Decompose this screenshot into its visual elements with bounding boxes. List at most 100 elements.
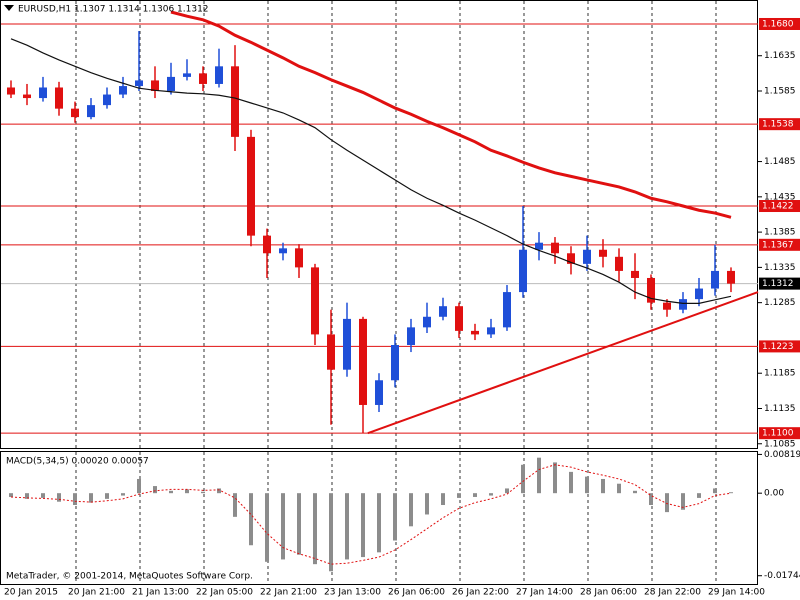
level-label: 1.1367 (762, 240, 794, 250)
candle-body (519, 249, 527, 293)
candle-body (583, 249, 591, 264)
candle-body (263, 235, 271, 254)
candle-body (647, 277, 655, 303)
x-tick-label: 22 Jan 05:00 (196, 588, 253, 598)
y-tick-label: 1.1335 (764, 263, 796, 273)
macd-bar (25, 493, 29, 499)
macd-panel-frame (0, 451, 758, 585)
footer: MetaTrader, © 2001-2014, MetaQuotes Soft… (6, 572, 253, 582)
candle-body (407, 327, 415, 345)
macd-bar (201, 491, 205, 494)
y-tick-label: 1.1385 (764, 228, 796, 238)
level-label-box (759, 238, 800, 251)
level-label-box (759, 340, 800, 353)
macd-bar (73, 493, 77, 506)
candle-body (599, 249, 607, 257)
candle-body (663, 302, 671, 310)
level-label-box (759, 427, 800, 440)
candle-body (279, 248, 287, 254)
candle-body (327, 334, 335, 370)
candle-body (215, 66, 223, 84)
current-price-box (759, 277, 800, 290)
candle-body (87, 105, 95, 118)
x-tick-label: 28 Jan 06:00 (580, 588, 637, 598)
y-tick-label: -0.01744 (764, 571, 800, 581)
candle-body (679, 299, 687, 310)
trendline (367, 291, 759, 435)
x-tick-label: 26 Jan 06:00 (388, 588, 445, 598)
x-tick-label: 28 Jan 22:00 (644, 588, 701, 598)
candle-body (695, 288, 703, 300)
y-tick-label: 1.1585 (764, 87, 796, 97)
macd-bar (409, 493, 413, 527)
title-marker (4, 5, 14, 11)
level-label-box (759, 17, 800, 30)
level-label: 1.1680 (762, 19, 794, 29)
macd-bar (105, 493, 109, 499)
macd-bar (89, 493, 93, 503)
main-panel-frame (0, 0, 758, 449)
macd-bar (249, 493, 253, 546)
x-tick-label: 29 Jan 14:00 (708, 588, 765, 598)
level-label: 1.1422 (762, 202, 794, 212)
candle-body (247, 136, 255, 236)
y-tick-label: 1.1185 (764, 369, 796, 379)
candle-body (711, 270, 719, 289)
moving-average-line (10, 38, 732, 304)
x-tick-label: 21 Jan 13:00 (132, 588, 189, 598)
candle-body (359, 318, 367, 405)
y-tick-label: 1.1435 (764, 192, 796, 202)
signal-line (10, 464, 732, 565)
candle-body (55, 87, 63, 109)
level-label: 1.1538 (762, 120, 794, 130)
macd-bar (457, 493, 461, 498)
candle-body (183, 73, 191, 77)
y-tick-label: 1.1285 (764, 298, 796, 308)
y-tick-label: 0.00 (764, 489, 784, 499)
macd-bar (633, 490, 637, 494)
chart-title: EURUSD,H1 1.1307 1.1314 1.1306 1.1312 (18, 5, 209, 15)
candle-body (7, 87, 15, 95)
macd-bar (265, 493, 269, 562)
candle-body (727, 270, 735, 284)
candle-body (423, 316, 431, 328)
macd-bar (553, 462, 557, 494)
current-price-label: 1.1312 (762, 279, 794, 289)
macd-bar (377, 493, 381, 553)
macd-bar (441, 493, 445, 506)
y-tick-label: 1.1085 (764, 439, 796, 449)
candle-body (151, 80, 159, 92)
macd-bar (121, 493, 125, 496)
macd-bar (601, 478, 605, 494)
candle-body (615, 256, 623, 271)
macd-bar (585, 476, 589, 494)
y-tick-label: 1.1485 (764, 157, 796, 167)
macd-bar (313, 493, 317, 565)
macd-bar (649, 493, 653, 506)
macd-bar (361, 493, 365, 558)
x-tick-label: 20 Jan 2015 (4, 588, 58, 598)
candle-body (391, 344, 399, 381)
macd-bar (345, 493, 349, 560)
macd-bar (537, 457, 541, 494)
candle-body (39, 87, 47, 99)
candle-body (167, 76, 175, 92)
candle-body (439, 306, 447, 317)
macd-bar (665, 493, 669, 513)
x-tick-label: 22 Jan 21:00 (260, 588, 317, 598)
macd-bar (681, 493, 685, 510)
x-tick-label: 23 Jan 13:00 (324, 588, 381, 598)
y-tick-label: 1.1135 (764, 404, 796, 414)
candle-body (535, 242, 543, 250)
macd-bar (473, 493, 477, 497)
macd-bar (329, 493, 333, 572)
candle-body (455, 306, 463, 331)
macd-bar (297, 493, 301, 555)
macd-bar (41, 493, 45, 498)
candle-body (343, 318, 351, 370)
x-tick-label: 20 Jan 21:00 (68, 588, 125, 598)
candle-body (567, 253, 575, 264)
macd-bar (569, 471, 573, 494)
candle-body (23, 94, 31, 99)
